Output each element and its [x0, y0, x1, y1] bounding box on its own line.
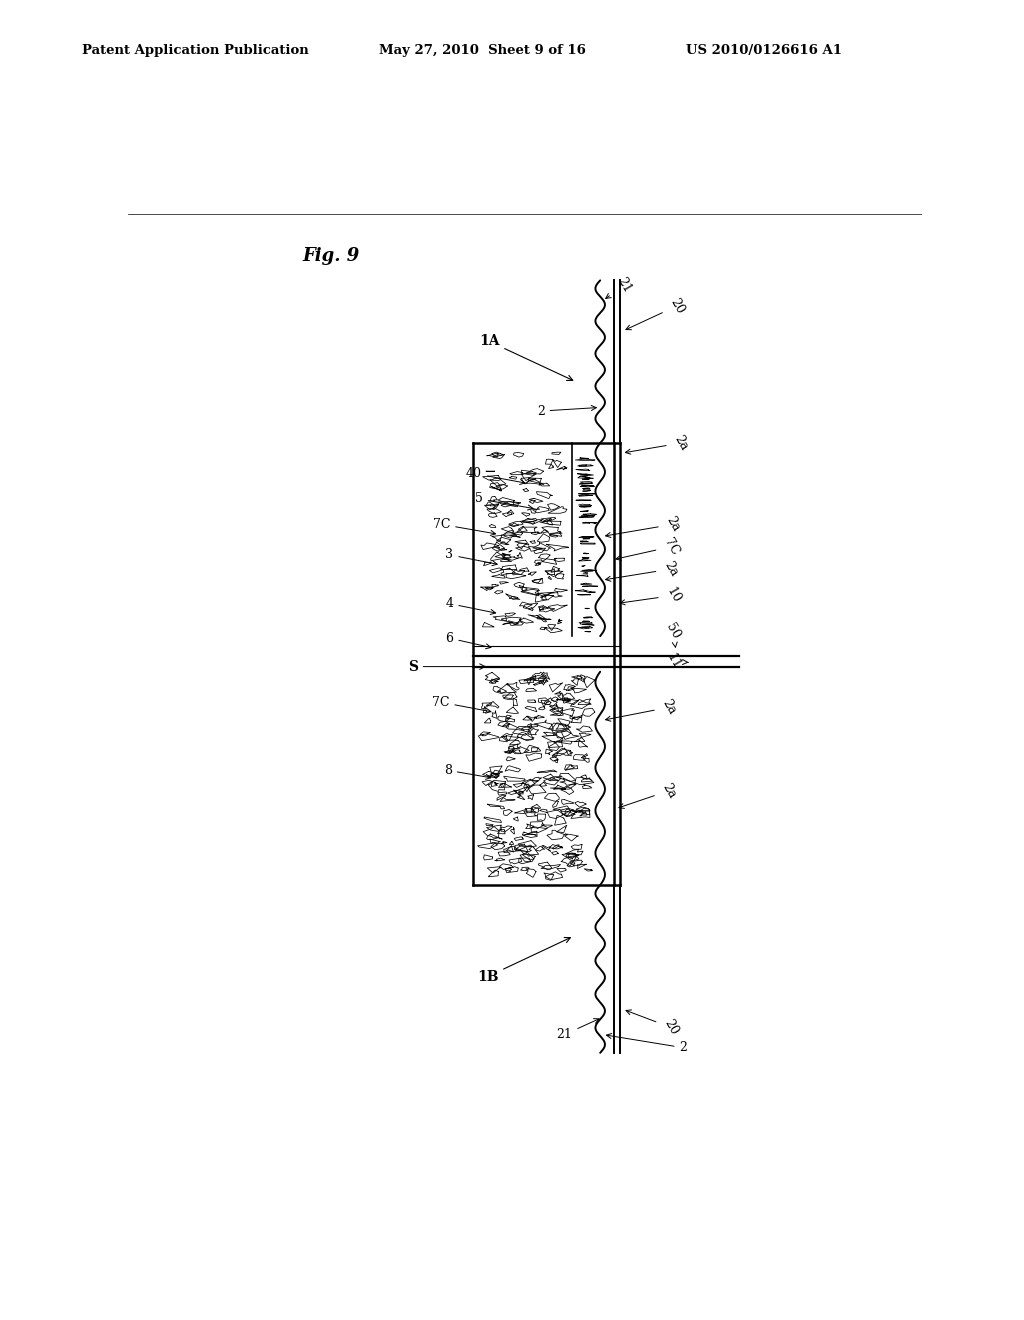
Text: 1A: 1A	[479, 334, 572, 380]
Text: 21: 21	[556, 1019, 599, 1041]
Text: 2a: 2a	[626, 433, 690, 454]
Text: 7C: 7C	[433, 517, 496, 536]
Text: 2a: 2a	[605, 515, 683, 537]
Text: 2a: 2a	[605, 697, 679, 721]
Text: 2a: 2a	[605, 560, 680, 581]
Text: 6: 6	[445, 632, 490, 649]
Text: US 2010/0126616 A1: US 2010/0126616 A1	[686, 44, 842, 57]
Text: S: S	[408, 660, 485, 673]
Text: 11: 11	[664, 651, 688, 672]
Text: 50: 50	[664, 620, 683, 647]
Text: May 27, 2010  Sheet 9 of 16: May 27, 2010 Sheet 9 of 16	[379, 44, 586, 57]
Text: 20: 20	[626, 1010, 681, 1038]
Text: 2a: 2a	[618, 780, 679, 808]
Text: 1B: 1B	[477, 937, 570, 983]
Text: 10: 10	[620, 585, 683, 606]
Text: 40: 40	[466, 467, 525, 484]
Text: Fig. 9: Fig. 9	[303, 247, 359, 265]
Text: 7C: 7C	[432, 696, 490, 713]
Text: 8: 8	[443, 764, 490, 779]
Text: 21: 21	[606, 276, 634, 298]
Text: 3: 3	[445, 548, 498, 566]
Text: 7C: 7C	[615, 536, 681, 561]
Text: 20: 20	[626, 296, 687, 330]
Text: 5: 5	[475, 492, 532, 510]
Text: Patent Application Publication: Patent Application Publication	[82, 44, 308, 57]
Text: 2: 2	[606, 1034, 687, 1055]
Text: 4: 4	[445, 597, 496, 614]
Text: 2: 2	[537, 405, 596, 417]
